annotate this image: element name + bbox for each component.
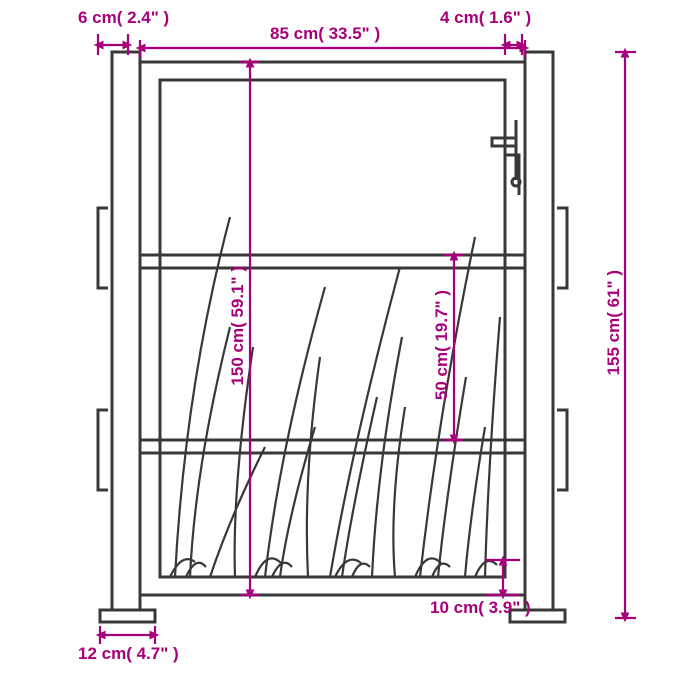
right-base [510,610,565,622]
right-bracket-bot [557,410,567,490]
dim-12cm [100,626,155,644]
gate-diagram [0,0,700,700]
gate-outline [98,52,567,622]
dim-85cm [140,40,525,58]
left-bracket-top [98,208,108,288]
right-post [525,52,553,610]
right-bracket-top [557,208,567,288]
grass-pattern-icon [170,217,500,577]
dim-150cm [240,62,260,595]
left-post [112,52,140,610]
dim-155cm [615,52,636,618]
dim-4cm [505,34,522,55]
left-base [100,610,155,622]
dimension-lines [98,34,636,644]
left-bracket-bot [98,410,108,490]
gate-frame [140,62,525,595]
